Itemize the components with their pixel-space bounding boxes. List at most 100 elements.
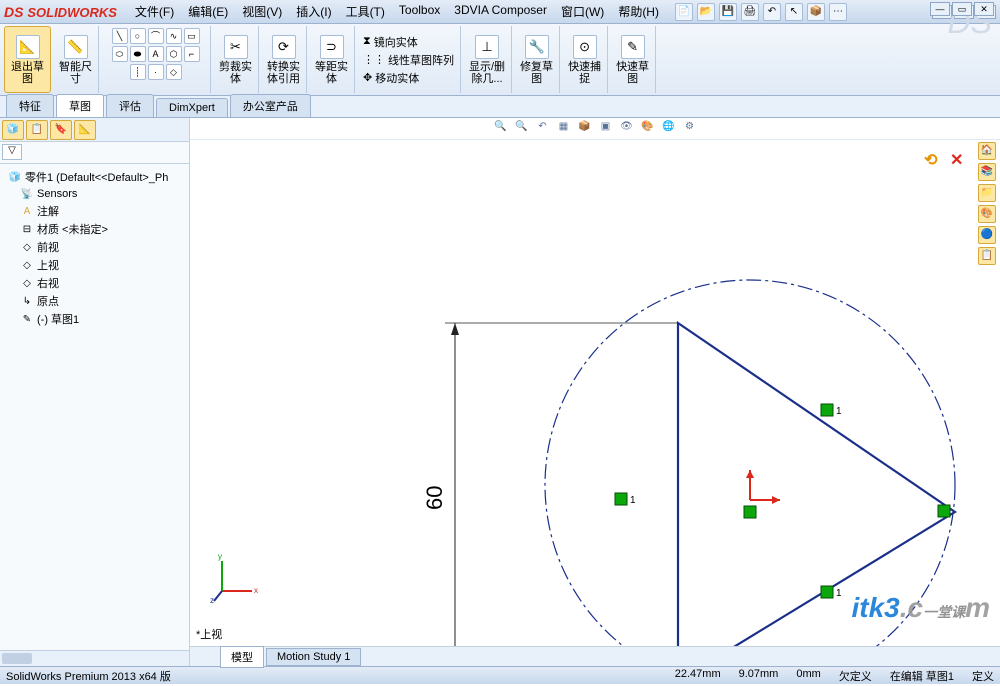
menu-help[interactable]: 帮助(H) (612, 1, 665, 22)
property-tab[interactable]: 📋 (26, 120, 48, 140)
tree-annotations[interactable]: A注解 (4, 202, 185, 220)
view-settings-icon[interactable]: ⚙ (681, 121, 699, 137)
quick-sketch-button[interactable]: ✎ 快速草图 (610, 26, 656, 93)
status-bar: SolidWorks Premium 2013 x64 版 22.47mm 9.… (0, 666, 1000, 684)
open-icon[interactable]: 📂 (697, 3, 715, 21)
tree-sensors[interactable]: 📡Sensors (4, 186, 185, 202)
dimxpert-tab[interactable]: 📐 (74, 120, 96, 140)
config-tab[interactable]: 🔖 (50, 120, 72, 140)
panel-scrollbar[interactable] (0, 650, 189, 666)
mirror-button[interactable]: ⧗镜向实体 (363, 34, 418, 50)
menu-window[interactable]: 窗口(W) (555, 1, 610, 22)
tree-sketch1[interactable]: ✎(-) 草图1 (4, 310, 185, 328)
tab-sketch[interactable]: 草图 (56, 94, 104, 117)
prev-view-icon[interactable]: ↶ (534, 121, 552, 137)
save-icon[interactable]: 💾 (719, 3, 737, 21)
options-icon[interactable]: ⋯ (829, 3, 847, 21)
file-explorer-icon[interactable]: 📁 (978, 184, 996, 202)
tree-origin[interactable]: ↳原点 (4, 292, 185, 310)
undo-icon[interactable]: ↶ (763, 3, 781, 21)
move-button[interactable]: ✥移动实体 (363, 70, 419, 86)
view-triad[interactable]: x y z (210, 553, 260, 606)
ellipse-icon[interactable]: ⬭ (112, 46, 128, 62)
design-lib-icon[interactable]: 📚 (978, 163, 996, 181)
tree-material[interactable]: ⊟材质 <未指定> (4, 220, 185, 238)
select-icon[interactable]: ↖ (785, 3, 803, 21)
tab-office[interactable]: 办公室产品 (230, 94, 311, 117)
tab-feature[interactable]: 特征 (6, 94, 54, 117)
text-icon[interactable]: A (148, 46, 164, 62)
menu-toolbox[interactable]: Toolbox (393, 1, 446, 22)
menu-edit[interactable]: 编辑(E) (182, 1, 234, 22)
menu-view[interactable]: 视图(V) (236, 1, 288, 22)
menu-tools[interactable]: 工具(T) (340, 1, 391, 22)
dim-text[interactable]: 60 (422, 486, 447, 510)
tree-front[interactable]: ◇前视 (4, 238, 185, 256)
command-tabs: 特征 草图 评估 DimXpert 办公室产品 — ▭ ✕ (0, 96, 1000, 118)
trim-button[interactable]: ✂ 剪裁实体 (213, 26, 259, 93)
repair-button[interactable]: 🔧 修复草图 (514, 26, 560, 93)
section-icon[interactable]: ▦ (555, 121, 573, 137)
zoom-area-icon[interactable]: 🔍 (513, 121, 531, 137)
line-icon[interactable]: ╲ (112, 28, 128, 44)
tree-right[interactable]: ◇右视 (4, 274, 185, 292)
smart-dimension-button[interactable]: 📏 智能尺寸 (53, 26, 99, 93)
view-palette-icon[interactable]: 🎨 (978, 205, 996, 223)
tab-dimxpert[interactable]: DimXpert (156, 98, 228, 117)
tab-eval[interactable]: 评估 (106, 94, 154, 117)
quick-snap-button[interactable]: ⊙ 快速捕捉 (562, 26, 608, 93)
sketch-exit-icon[interactable]: ⟲ (924, 150, 944, 170)
circle-icon[interactable]: ○ (130, 28, 146, 44)
custom-props-icon[interactable]: 📋 (978, 247, 996, 265)
menu-file[interactable]: 文件(F) (129, 1, 180, 22)
constraint-1[interactable]: 1 (821, 404, 842, 417)
dimension-icon: 📏 (64, 35, 88, 59)
plane-icon[interactable]: ◇ (166, 64, 182, 80)
rebuild-icon[interactable]: 📦 (807, 3, 825, 21)
exit-sketch-button[interactable]: 📐 退出草图 (4, 26, 51, 93)
pattern-button[interactable]: ⋮⋮线性草图阵列 (363, 52, 454, 68)
resources-icon[interactable]: 🏠 (978, 142, 996, 160)
tree-top[interactable]: ◇上视 (4, 256, 185, 274)
centerline-icon[interactable]: ┊ (130, 64, 146, 80)
show-delete-button[interactable]: ⊥ 显示/删除几... (463, 26, 512, 93)
slot-icon[interactable]: ⬬ (130, 46, 146, 62)
sketch-cancel-icon[interactable]: ✕ (950, 150, 970, 170)
polygon-icon[interactable]: ⬡ (166, 46, 182, 62)
view-orient-icon[interactable]: 📦 (576, 121, 594, 137)
arc-icon[interactable]: ⌒ (148, 28, 164, 44)
constraint-4[interactable] (744, 506, 756, 518)
appearances-icon[interactable]: 🔵 (978, 226, 996, 244)
menu-insert[interactable]: 插入(I) (290, 1, 337, 22)
convert-button[interactable]: ⟳ 转换实体引用 (261, 26, 307, 93)
zoom-fit-icon[interactable]: 🔍 (492, 121, 510, 137)
quick-access-toolbar: 📄 📂 💾 🖨 ↶ ↖ 📦 ⋯ (675, 3, 847, 21)
fillet-icon[interactable]: ⌐ (184, 46, 200, 62)
svg-text:y: y (218, 553, 222, 561)
feature-tree-tab[interactable]: 🧊 (2, 120, 24, 140)
menu-composer[interactable]: 3DVIA Composer (448, 1, 553, 22)
hide-show-icon[interactable]: 👁 (618, 121, 636, 137)
svg-text:1: 1 (836, 406, 842, 417)
constraint-2[interactable]: 1 (821, 586, 842, 599)
doc-maximize-button[interactable]: ▭ (952, 2, 972, 16)
spline-icon[interactable]: ∿ (166, 28, 182, 44)
rect-icon[interactable]: ▭ (184, 28, 200, 44)
graphics-canvas[interactable]: 60 1 1 1 ⟲ ✕ (190, 140, 1000, 646)
offset-button[interactable]: ⊃ 等距实体 (309, 26, 355, 93)
appearance-icon[interactable]: 🎨 (639, 121, 657, 137)
scene-icon[interactable]: 🌐 (660, 121, 678, 137)
display-style-icon[interactable]: ▣ (597, 121, 615, 137)
model-tab[interactable]: 模型 (220, 646, 264, 668)
point-icon[interactable]: · (148, 64, 164, 80)
plane-top-icon: ◇ (20, 258, 34, 272)
doc-minimize-button[interactable]: — (930, 2, 950, 16)
motion-tab[interactable]: Motion Study 1 (266, 648, 361, 666)
constraint-5[interactable] (938, 505, 950, 517)
tree-root[interactable]: 🧊零件1 (Default<<Default>_Ph (4, 168, 185, 186)
doc-close-button[interactable]: ✕ (974, 2, 994, 16)
filter-icon[interactable]: ▽ (2, 144, 22, 160)
constraint-3[interactable]: 1 (615, 493, 636, 506)
print-icon[interactable]: 🖨 (741, 3, 759, 21)
new-icon[interactable]: 📄 (675, 3, 693, 21)
